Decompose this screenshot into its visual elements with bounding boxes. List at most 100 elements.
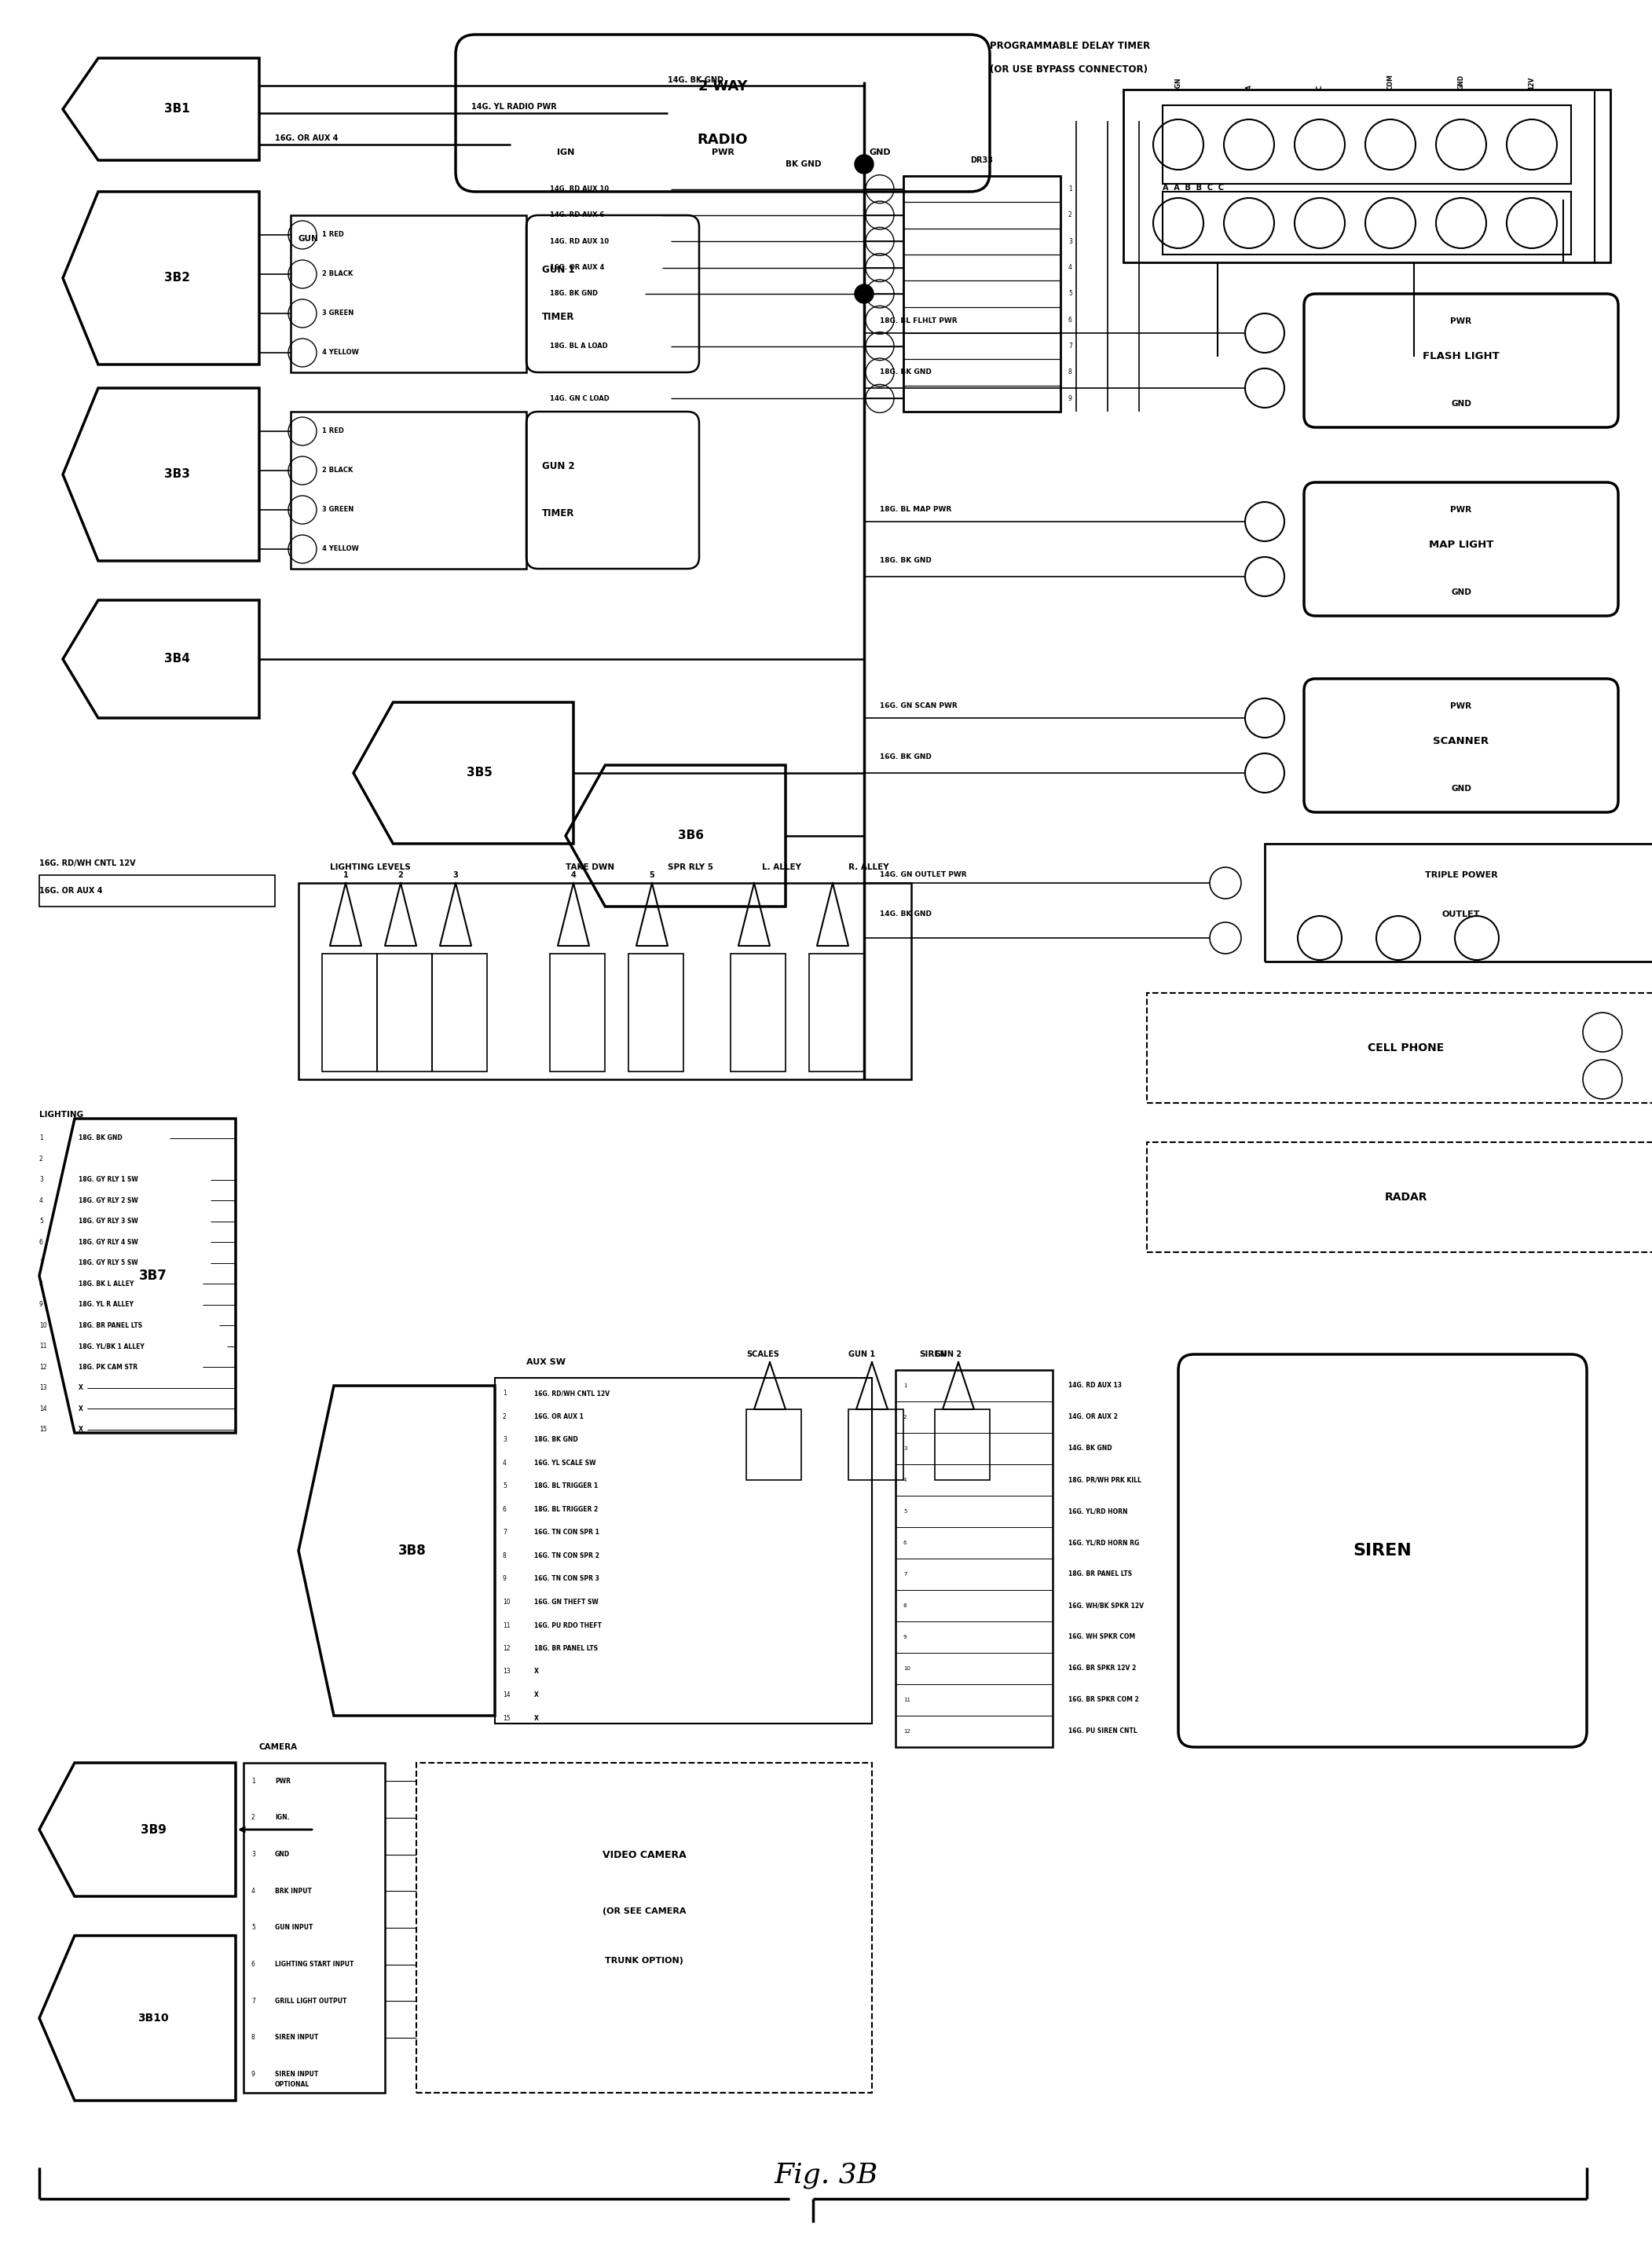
Text: 9: 9 [40,1300,43,1309]
Bar [935,1410,990,1480]
Text: SIREN: SIREN [919,1350,947,1359]
Bar [904,334,1061,359]
Text: GND: GND [274,1852,291,1859]
Text: IGN.: IGN. [274,1814,289,1821]
Text: 1: 1 [251,1778,254,1785]
Text: 16G. YL/RD HORN: 16G. YL/RD HORN [1069,1509,1128,1516]
Text: 18G. BL TRIGGER 1: 18G. BL TRIGGER 1 [534,1482,598,1491]
Text: R. ALLEY: R. ALLEY [849,863,889,872]
Text: CELL PHONE: CELL PHONE [1368,1043,1444,1054]
Text: SCALES: SCALES [747,1350,780,1359]
Text: 15: 15 [502,1715,510,1722]
Text: 4: 4 [251,1888,254,1894]
Text: 8: 8 [502,1551,507,1560]
Text: 14G. BK GND: 14G. BK GND [667,76,724,83]
Text: 4: 4 [40,1197,43,1204]
Text: 18G. YL/BK 1 ALLEY: 18G. YL/BK 1 ALLEY [79,1343,144,1350]
Bar [628,953,684,1072]
Text: 5: 5 [649,872,654,879]
Text: 18G. GY RLY 4 SW: 18G. GY RLY 4 SW [79,1240,139,1247]
Bar [1146,993,1652,1103]
Text: 18G. GY RLY 3 SW: 18G. GY RLY 3 SW [79,1217,139,1224]
Bar [895,1401,1052,1433]
Text: 3B9: 3B9 [140,1823,167,1836]
Text: 2 BLACK: 2 BLACK [322,271,354,278]
Text: PWR: PWR [1450,702,1472,711]
Text: 3B2: 3B2 [164,271,190,285]
Text: TIMER: TIMER [542,312,575,323]
Bar [895,1652,1052,1684]
Text: 18G. BK GND: 18G. BK GND [79,1134,122,1141]
Text: 3: 3 [904,1446,907,1451]
Bar [730,953,786,1072]
Text: 12V: 12V [1528,76,1535,90]
Text: 5: 5 [1069,289,1072,298]
Text: 7: 7 [40,1260,43,1267]
Text: 7: 7 [1069,343,1072,350]
Text: 8: 8 [1069,370,1072,377]
Text: 2-WAY: 2-WAY [697,78,748,94]
Text: 16G. YL/RD HORN RG: 16G. YL/RD HORN RG [1069,1540,1140,1547]
Text: 6: 6 [904,1540,907,1545]
Text: 18G. YL R ALLEY: 18G. YL R ALLEY [79,1300,134,1309]
Bar [895,1684,1052,1715]
Text: LIGHTING LEVELS: LIGHTING LEVELS [330,863,411,872]
Text: 5: 5 [40,1217,43,1224]
Text: IGN: IGN [1175,76,1181,90]
Text: COM: COM [1388,74,1394,90]
Bar [299,883,912,1078]
Text: 9: 9 [502,1576,507,1583]
Text: GUN 2: GUN 2 [935,1350,961,1359]
Bar [243,1762,385,2092]
Text: 14G. GN C LOAD: 14G. GN C LOAD [550,395,610,401]
Text: (OR SEE CAMERA: (OR SEE CAMERA [603,1908,686,1915]
Text: IGN: IGN [557,148,575,157]
Bar [433,953,487,1072]
Text: 18G. BR PANEL LTS: 18G. BR PANEL LTS [1069,1572,1132,1578]
Text: 2: 2 [904,1415,907,1419]
Text: 16G. WH SPKR COM: 16G. WH SPKR COM [1069,1634,1135,1641]
Bar [904,229,1061,256]
Text: 18G. GY RLY 5 SW: 18G. GY RLY 5 SW [79,1260,139,1267]
Bar [291,413,527,569]
Text: GUN 1: GUN 1 [542,265,575,276]
Text: X: X [79,1406,83,1412]
Text: 4 YELLOW: 4 YELLOW [322,545,358,552]
Text: 4: 4 [1069,265,1072,271]
Bar [40,874,274,906]
Text: PWR: PWR [274,1778,291,1785]
Text: GND: GND [869,148,890,157]
Text: 18G. PR/WH PRK KILL: 18G. PR/WH PRK KILL [1069,1477,1142,1484]
Text: DR33: DR33 [970,157,993,164]
Text: 16G. OR AUX 4: 16G. OR AUX 4 [40,888,102,895]
Text: A: A [1246,85,1252,90]
Text: TRUNK OPTION): TRUNK OPTION) [605,1957,684,1964]
Text: 6: 6 [40,1240,43,1247]
Text: SPR RLY 5: SPR RLY 5 [667,863,714,872]
Bar [809,953,864,1072]
Text: GRILL LIGHT OUTPUT: GRILL LIGHT OUTPUT [274,1998,347,2004]
Text: 11: 11 [502,1621,510,1630]
Text: 18G. BR PANEL LTS: 18G. BR PANEL LTS [534,1646,598,1652]
Text: 9: 9 [904,1634,907,1639]
Text: 12: 12 [40,1363,46,1370]
Text: 16G. WH/BK SPKR 12V: 16G. WH/BK SPKR 12V [1069,1603,1143,1610]
Text: 8: 8 [904,1603,907,1608]
Bar [895,1495,1052,1527]
Text: OPTIONAL: OPTIONAL [274,2081,309,2087]
Bar [904,280,1061,307]
Bar [895,1370,1052,1747]
Text: 16G. RD/WH CNTL 12V: 16G. RD/WH CNTL 12V [40,859,135,868]
Text: SCANNER: SCANNER [1434,735,1488,747]
Text: 16G. BR SPKR 12V 2: 16G. BR SPKR 12V 2 [1069,1666,1137,1673]
Text: 5: 5 [904,1509,907,1513]
Text: 10: 10 [904,1666,910,1670]
Text: 3: 3 [251,1852,254,1859]
Text: 16G. GN THEFT SW: 16G. GN THEFT SW [534,1599,598,1605]
Bar [895,1527,1052,1558]
Text: 4: 4 [572,872,577,879]
Text: GND: GND [1450,785,1472,794]
Text: 18G. GY RLY 1 SW: 18G. GY RLY 1 SW [79,1177,139,1184]
Text: 10: 10 [502,1599,510,1605]
Text: 1: 1 [1069,186,1072,193]
